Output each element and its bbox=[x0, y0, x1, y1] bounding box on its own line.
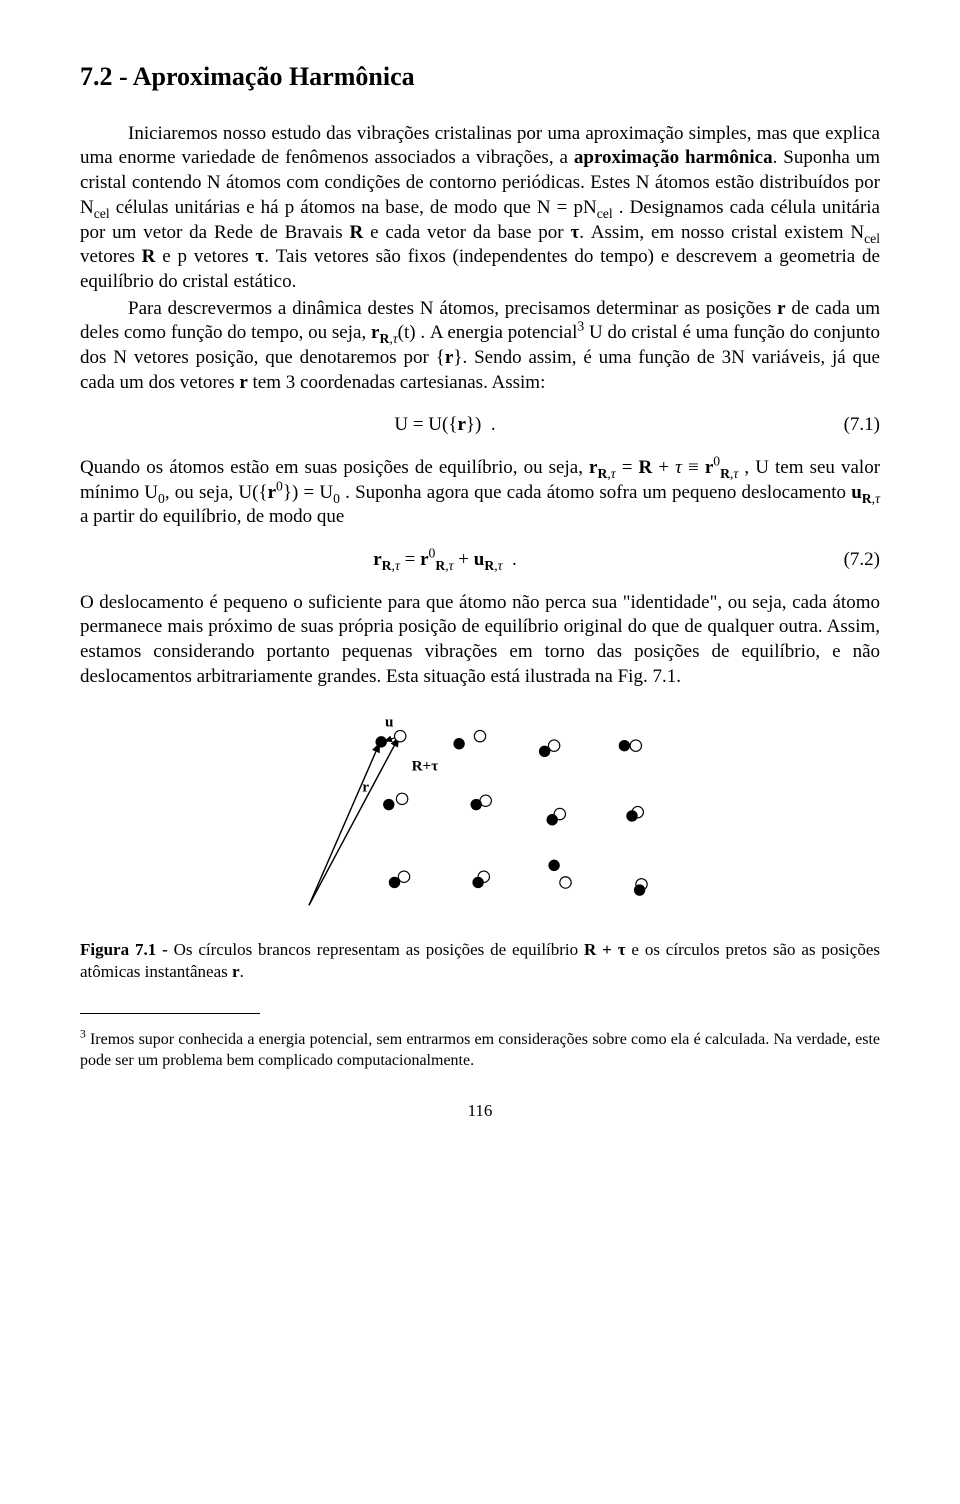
label-r: r bbox=[362, 778, 369, 795]
label-u: u bbox=[385, 713, 394, 730]
figure-caption-prefix: Figura 7.1 - bbox=[80, 940, 174, 959]
equation-7-2: rR,τ = r0R,τ + uR,τ . (7.2) bbox=[80, 548, 880, 573]
section-sep: - bbox=[113, 62, 133, 91]
paragraph-2: Para descrevermos a dinâmica destes N át… bbox=[80, 297, 880, 396]
figure-7-1-caption: Figura 7.1 - Os círculos brancos represe… bbox=[80, 939, 880, 983]
equilibrium-circles-group bbox=[395, 730, 648, 890]
footnote-3: 3 Iremos supor conhecida a energia poten… bbox=[80, 1030, 880, 1072]
page-number: 116 bbox=[80, 1100, 880, 1122]
vector-R-plus-tau bbox=[309, 738, 398, 905]
lattice-diagram-svg: u R+τ r bbox=[290, 710, 670, 920]
section-number: 7.2 bbox=[80, 62, 113, 91]
paragraph-3: Quando os átomos estão em suas posições … bbox=[80, 456, 880, 530]
vector-r bbox=[309, 743, 379, 905]
paragraph-4: O deslocamento é pequeno o suficiente pa… bbox=[80, 591, 880, 690]
label-R-plus-tau: R+τ bbox=[412, 757, 439, 774]
figure-7-1: u R+τ r bbox=[80, 710, 880, 928]
footnote-text: Iremos supor conhecida a energia potenci… bbox=[80, 1031, 880, 1069]
section-title-text: Aproximação Harmônica bbox=[133, 62, 415, 91]
paragraph-1: Iniciaremos nosso estudo das vibrações c… bbox=[80, 122, 880, 295]
equation-7-1-num: (7.1) bbox=[810, 413, 880, 438]
section-heading: 7.2 - Aproximação Harmônica bbox=[80, 60, 880, 94]
equation-7-2-num: (7.2) bbox=[810, 548, 880, 573]
equation-7-2-expr: rR,τ = r0R,τ + uR,τ . bbox=[80, 548, 810, 573]
footnote-separator bbox=[80, 1013, 260, 1014]
equation-7-1: U = U({r}) . (7.1) bbox=[80, 413, 880, 438]
equation-7-1-expr: U = U({r}) . bbox=[80, 413, 810, 438]
